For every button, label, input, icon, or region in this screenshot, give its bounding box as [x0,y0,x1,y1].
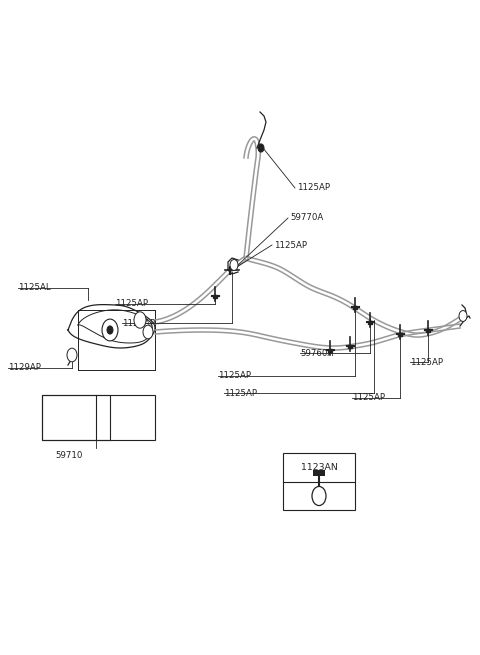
Circle shape [258,144,264,152]
Bar [313,470,325,476]
Bar [352,306,358,309]
Text: 1125AP: 1125AP [274,240,307,250]
Bar [426,329,431,332]
Text: 1125AP: 1125AP [224,388,257,398]
Text: 1125AP: 1125AP [297,183,330,193]
Text: 1123AN: 1123AN [300,462,337,472]
Bar [42,395,155,440]
Circle shape [459,310,467,322]
Text: 1125AP: 1125AP [115,299,148,309]
Circle shape [312,487,326,506]
Text: 59770A: 59770A [290,214,323,223]
Circle shape [143,325,153,339]
Bar [42,395,110,440]
Circle shape [230,259,238,271]
Text: 59710: 59710 [55,451,83,460]
Circle shape [107,326,113,334]
Text: 1129AP: 1129AP [8,364,41,373]
Bar [397,333,402,336]
Bar [368,321,372,324]
Text: 59760A: 59760A [300,348,333,358]
Text: 1125AP: 1125AP [122,318,155,328]
Bar [213,295,217,298]
Bar [327,348,333,352]
Text: 1125AP: 1125AP [410,358,443,367]
Circle shape [102,319,118,341]
Text: 1125AP: 1125AP [352,394,385,403]
Bar [348,345,352,348]
Bar [283,453,355,510]
Text: 1125AP: 1125AP [218,371,251,381]
Text: 1125AL: 1125AL [18,284,50,293]
Circle shape [134,312,146,328]
Circle shape [67,348,77,362]
